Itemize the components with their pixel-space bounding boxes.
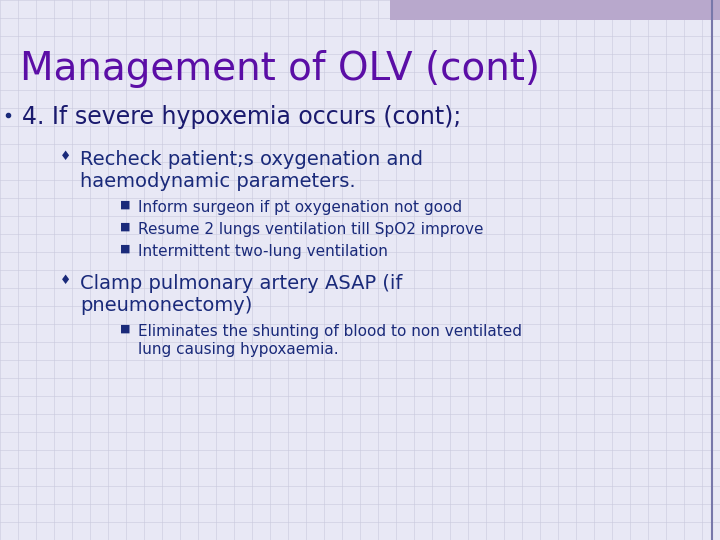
Text: haemodynamic parameters.: haemodynamic parameters.	[80, 172, 356, 191]
Text: ■: ■	[120, 222, 130, 232]
Text: pneumonectomy): pneumonectomy)	[80, 296, 253, 315]
Text: Recheck patient;s oxygenation and: Recheck patient;s oxygenation and	[80, 150, 423, 169]
Text: Intermittent two-lung ventilation: Intermittent two-lung ventilation	[138, 244, 388, 259]
Text: Management of OLV (cont): Management of OLV (cont)	[20, 50, 540, 88]
Text: ♦: ♦	[60, 274, 71, 287]
Text: ■: ■	[120, 200, 130, 210]
Text: 4. If severe hypoxemia occurs (cont);: 4. If severe hypoxemia occurs (cont);	[22, 105, 462, 129]
Text: Eliminates the shunting of blood to non ventilated: Eliminates the shunting of blood to non …	[138, 324, 522, 339]
Text: ♦: ♦	[60, 150, 71, 163]
Text: Inform surgeon if pt oxygenation not good: Inform surgeon if pt oxygenation not goo…	[138, 200, 462, 215]
Text: Resume 2 lungs ventilation till SpO2 improve: Resume 2 lungs ventilation till SpO2 imp…	[138, 222, 484, 237]
Bar	[390, 0, 720, 20]
Text: Clamp pulmonary artery ASAP (if: Clamp pulmonary artery ASAP (if	[80, 274, 402, 293]
Text: ■: ■	[120, 324, 130, 334]
Text: lung causing hypoxaemia.: lung causing hypoxaemia.	[138, 342, 338, 357]
Text: ■: ■	[120, 244, 130, 254]
